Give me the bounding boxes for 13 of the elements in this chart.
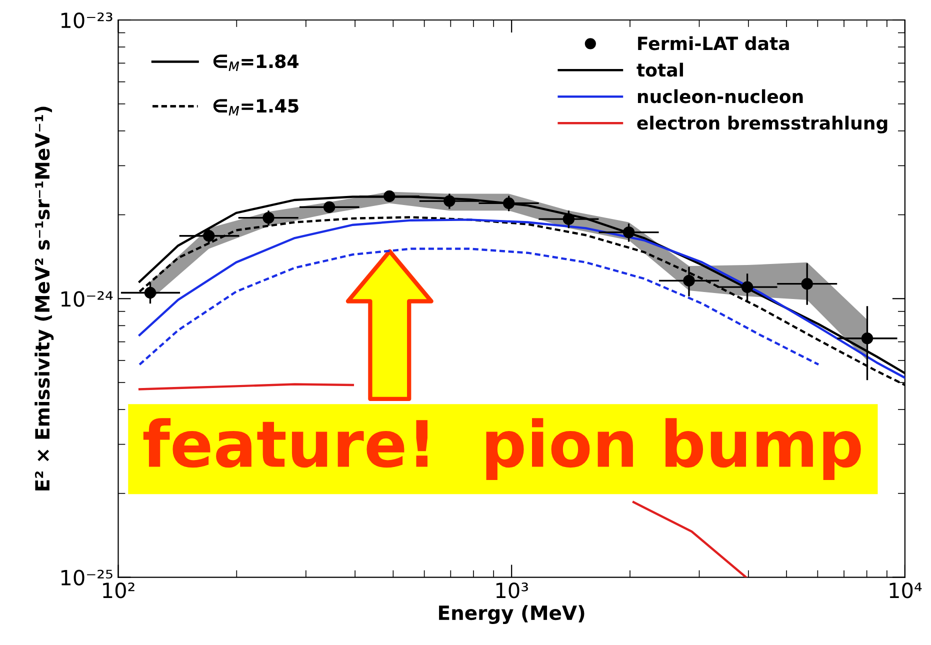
legend-label: total (636, 62, 683, 77)
y-tick-label: 10⁻²⁴ (61, 291, 113, 307)
legend-label: Fermi-LAT data (638, 36, 789, 50)
y-axis-title: E² × Emissivity (MeV² s⁻¹sr⁻¹MeV⁻¹) (34, 106, 54, 490)
x-axis-title: Energy (MeV) (439, 605, 584, 624)
annotation: ∈$_{M}$=1.84 (213, 54, 298, 71)
annotation: ∈$_{M}$=1.45 (213, 99, 298, 116)
x-tick-label: 10³ (496, 582, 528, 598)
annotation: feature! pion bump (143, 418, 861, 480)
legend-label: electron bremsstrahlung (637, 116, 888, 134)
x-tick-label: 10⁴ (890, 582, 922, 598)
legend-label: nucleon-nucleon (638, 89, 803, 104)
y-tick-label: 10⁻²³ (61, 12, 112, 28)
